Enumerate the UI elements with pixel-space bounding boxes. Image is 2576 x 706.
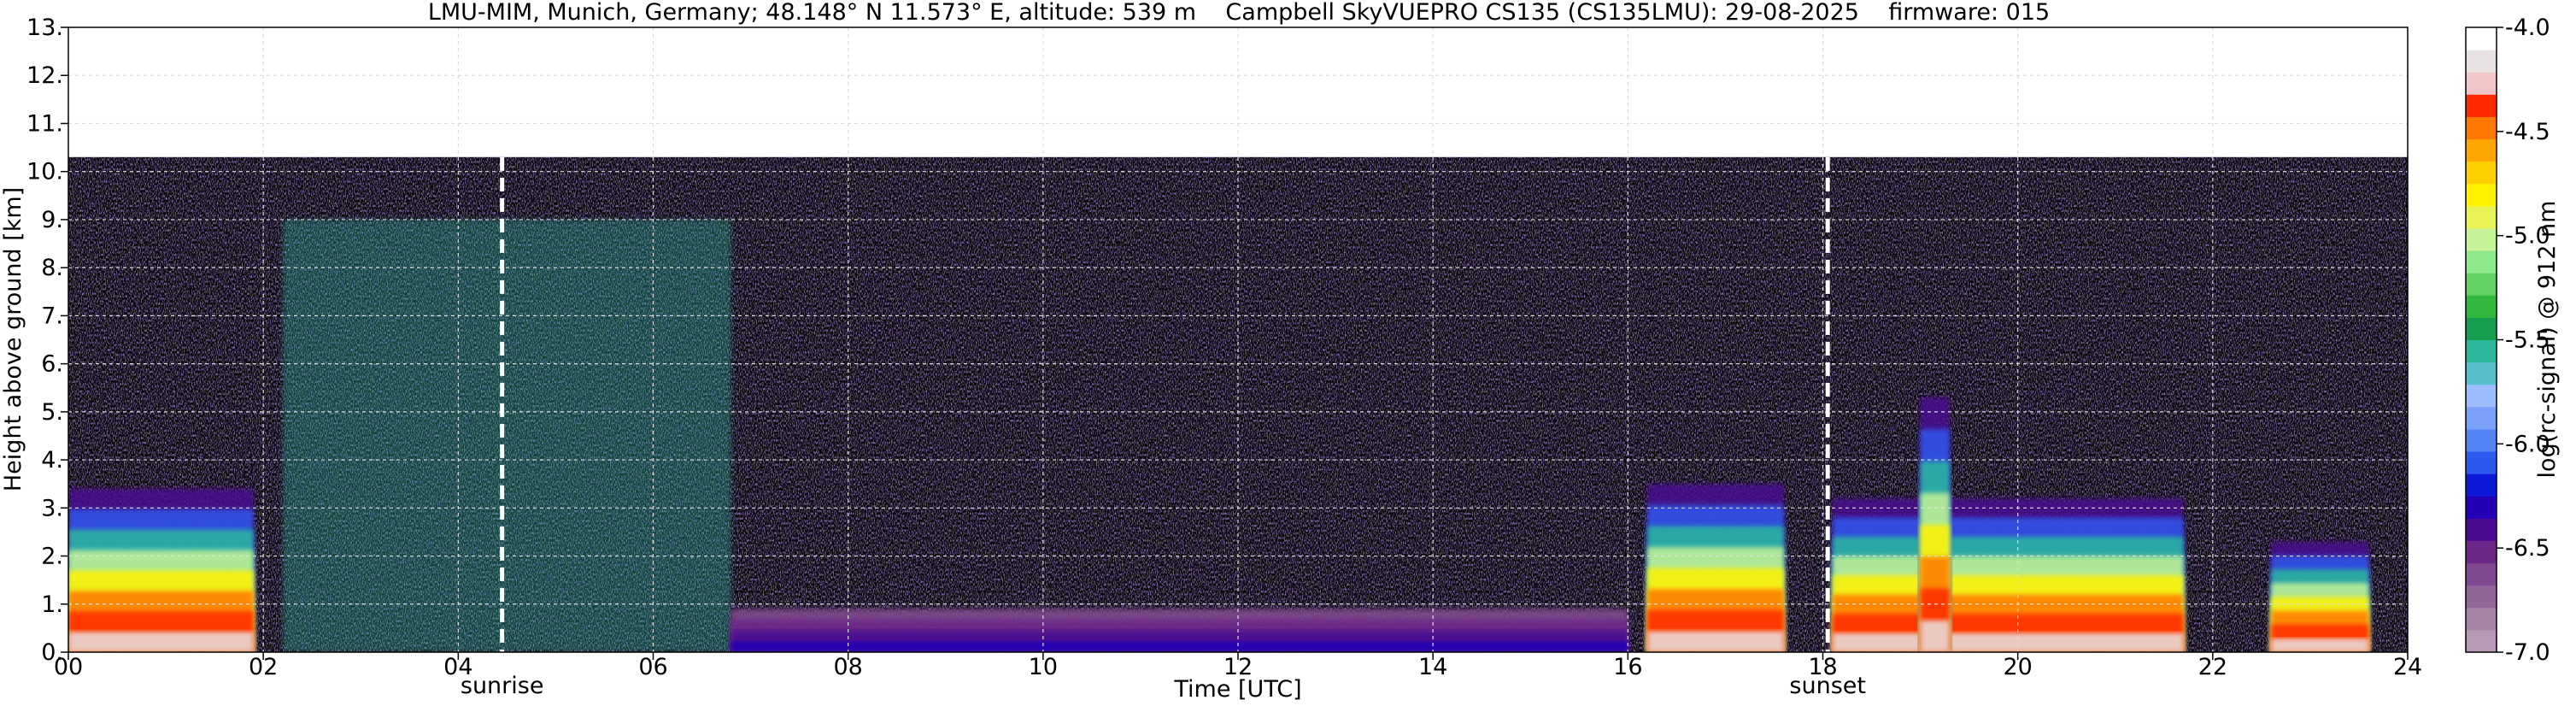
colorbar-segment bbox=[2466, 562, 2497, 586]
colorbar-tick-label: -5.0 bbox=[2505, 223, 2550, 250]
colorbar-segment bbox=[2466, 250, 2497, 274]
colorbar-label: log(rc-signal) @ 912 nm bbox=[2534, 201, 2561, 479]
y-axis: 0. 1. 2. 3. 4. 5. 6. 7. 8. 9. 10. 11. 12. 13. bbox=[26, 15, 68, 666]
sunrise-label: sunrise bbox=[461, 673, 544, 699]
x-axis-label: Time [UTC] bbox=[1173, 676, 1301, 703]
y-tick-label: 1. bbox=[41, 591, 63, 618]
y-tick-label: 7. bbox=[41, 303, 63, 329]
signal-features bbox=[68, 219, 2369, 652]
colorbar-tick-label: -4.5 bbox=[2505, 119, 2550, 145]
colorbar-segment bbox=[2466, 384, 2497, 408]
signal-band bbox=[2271, 638, 2369, 652]
x-tick-label: 14 bbox=[1418, 654, 1447, 680]
y-tick-label: 10. bbox=[26, 159, 63, 185]
x-tick-label: 08 bbox=[833, 654, 862, 680]
y-tick-label: 0. bbox=[41, 639, 63, 666]
y-tick-label: 5. bbox=[41, 399, 63, 426]
grid bbox=[68, 27, 2408, 652]
colorbar-segment bbox=[2466, 585, 2497, 609]
colorbar-tick-label: -4.0 bbox=[2505, 15, 2550, 41]
x-tick-label: 02 bbox=[249, 654, 278, 680]
x-tick-label: 16 bbox=[1613, 654, 1642, 680]
signal-feature bbox=[68, 488, 254, 652]
colorbar-segment bbox=[2466, 138, 2497, 162]
colorbar-segment bbox=[2466, 540, 2497, 564]
y-tick-label: 6. bbox=[41, 351, 63, 378]
colorbar-segment bbox=[2466, 116, 2497, 140]
signal-band bbox=[68, 632, 254, 652]
colorbar-segment bbox=[2466, 496, 2497, 519]
x-tick-label: 04 bbox=[443, 654, 472, 680]
y-tick-label: 3. bbox=[41, 495, 63, 521]
signal-band bbox=[282, 219, 731, 652]
colorbar-segment bbox=[2466, 629, 2497, 653]
colorbar-tick-label: -7.0 bbox=[2505, 639, 2550, 666]
colorbar-segment bbox=[2466, 607, 2497, 631]
x-tick-label: 06 bbox=[638, 654, 667, 680]
colorbar-segment bbox=[2466, 273, 2497, 296]
colorbar-segment bbox=[2466, 518, 2497, 541]
signal-band bbox=[1832, 632, 2184, 652]
signal-feature bbox=[1832, 498, 2184, 652]
x-axis: 00 02 04 06 08 10 12 14 16 18 20 22 24 bbox=[54, 652, 2422, 680]
x-tick-label: 20 bbox=[2003, 654, 2032, 680]
y-tick-label: 8. bbox=[41, 255, 63, 281]
colorbar-segment bbox=[2466, 295, 2497, 318]
colorbar-segment bbox=[2466, 362, 2497, 385]
colorbar-segment bbox=[2466, 27, 2497, 50]
signal-feature bbox=[731, 609, 1628, 652]
x-tick-label: 12 bbox=[1223, 654, 1253, 680]
signal-feature bbox=[1920, 397, 1950, 652]
y-tick-label: 9. bbox=[41, 207, 63, 233]
sun-labels: sunrise sunset bbox=[461, 673, 1866, 699]
sun-lines bbox=[500, 156, 1830, 652]
colorbar-segment bbox=[2466, 72, 2497, 95]
x-tick-label: 24 bbox=[2393, 654, 2422, 680]
plot-area bbox=[68, 27, 2408, 652]
colorbar-segment bbox=[2466, 50, 2497, 73]
colorbar-segment bbox=[2466, 205, 2497, 229]
colorbar-tick-label: -6.5 bbox=[2505, 535, 2550, 562]
y-tick-label: 4. bbox=[41, 447, 63, 474]
colorbar-segment bbox=[2466, 406, 2497, 430]
y-tick-label: 11. bbox=[26, 110, 63, 137]
colorbar-tick-label: -5.5 bbox=[2505, 327, 2550, 354]
signal-band bbox=[1920, 620, 1950, 652]
colorbar-segment bbox=[2466, 94, 2497, 117]
signal-band bbox=[731, 641, 1628, 652]
colorbar-segment bbox=[2466, 227, 2497, 251]
x-tick-label: 10 bbox=[1029, 654, 1058, 680]
colorbar-segment bbox=[2466, 183, 2497, 207]
chart-title: LMU-MIM, Munich, Germany; 48.148° N 11.5… bbox=[428, 0, 2050, 26]
y-tick-label: 12. bbox=[26, 62, 63, 89]
signal-feature bbox=[282, 219, 731, 652]
x-tick-label: 18 bbox=[1808, 654, 1837, 680]
colorbar-segment bbox=[2466, 317, 2497, 340]
signal-band bbox=[1647, 631, 1784, 652]
signal-feature bbox=[2271, 541, 2369, 652]
y-tick-label: 2. bbox=[41, 544, 63, 570]
x-tick-label: 22 bbox=[2198, 654, 2227, 680]
colorbar-segment bbox=[2466, 428, 2497, 452]
colorbar: -4.0 -4.5 -5.0 -5.5 -6.0 -6.5 -7.0 bbox=[2465, 15, 2550, 666]
signal-feature bbox=[1647, 484, 1784, 652]
y-axis-label: Height above ground [km] bbox=[0, 187, 26, 491]
colorbar-segment bbox=[2466, 451, 2497, 474]
y-tick-label: 13. bbox=[26, 15, 63, 41]
colorbar-segment bbox=[2466, 339, 2497, 363]
colorbar-segment bbox=[2466, 161, 2497, 185]
colorbar-tick-label: -6.0 bbox=[2505, 431, 2550, 457]
sunset-label: sunset bbox=[1789, 673, 1866, 699]
x-tick-label: 00 bbox=[54, 654, 83, 680]
colorbar-segment bbox=[2466, 474, 2497, 497]
